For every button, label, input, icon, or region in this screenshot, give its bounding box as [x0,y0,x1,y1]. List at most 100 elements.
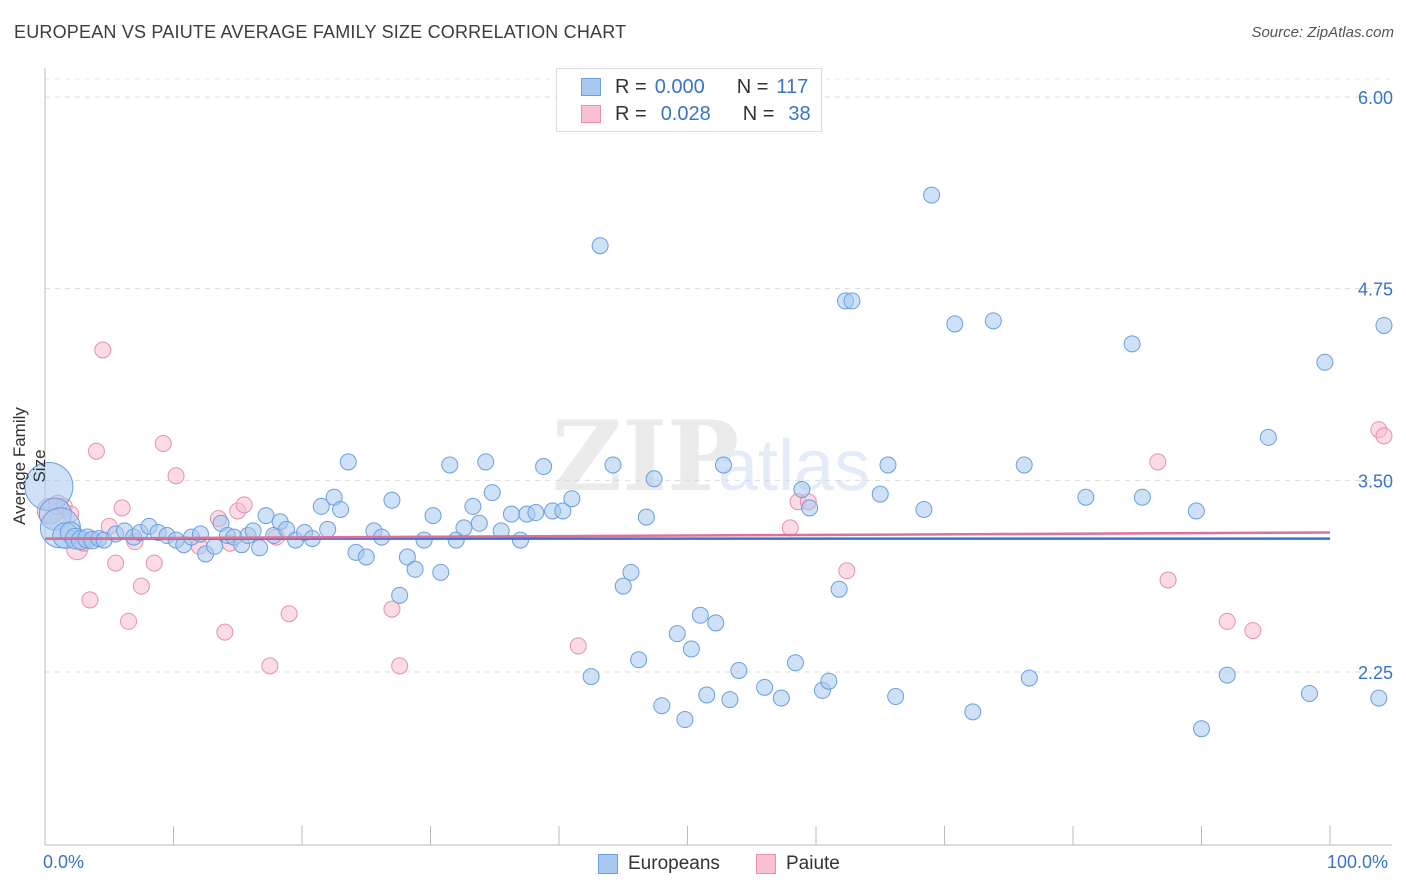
europeans-point [477,453,495,471]
europeans-point [1020,669,1038,687]
legend-r-value: 0.000 [654,75,705,98]
y-axis-label: Average Family Size [10,407,49,525]
y-tick-label: 2.25 [1358,663,1393,683]
europeans-point [820,672,838,690]
paiute-point [391,657,409,675]
paiute-point [145,554,163,572]
europeans-point [251,539,269,557]
europeans-point [801,499,819,517]
series-legend-paiute: Paiute [756,852,840,876]
europeans-point [637,508,655,526]
paiute-point [113,499,131,517]
paiute-point [81,591,99,609]
europeans-point [830,580,848,598]
europeans-point [756,678,774,696]
europeans-point [786,654,804,672]
europeans-point [698,686,716,704]
europeans-point [707,614,725,632]
watermark-atlas: atlas [718,426,870,506]
series-swatch-paiute [756,854,776,874]
europeans-point [721,691,739,709]
series-label-europeans: Europeans [628,853,720,874]
paiute-point [569,637,587,655]
x-axis-min-label: 0.0% [43,852,85,872]
europeans-point [1187,502,1205,520]
legend-swatch-paiute [581,105,601,123]
europeans-point [1218,666,1236,684]
europeans-point [563,490,581,508]
europeans-point [622,563,640,581]
europeans-point [887,688,905,706]
europeans-point [1133,488,1151,506]
paiute-point [280,605,298,623]
paiute-point [235,496,253,514]
europeans-point [682,640,700,658]
europeans-point [383,491,401,509]
europeans-point [455,519,473,537]
europeans-point [406,560,424,578]
y-tick-label: 6.00 [1358,88,1393,108]
legend-r-label: R = [615,102,647,125]
series-legend-europeans: Europeans [598,852,720,876]
europeans-point [923,186,941,204]
europeans-point [470,514,488,532]
paiute-point [94,341,112,359]
europeans-point [1316,353,1334,371]
europeans-point [319,520,337,538]
europeans-point [441,456,459,474]
legend-r-value: 0.028 [660,102,711,125]
europeans-point [714,456,732,474]
europeans-point [483,484,501,502]
legend-n-value: 117 [776,75,809,98]
paiute-point [216,623,234,641]
legend-r-label: R = [615,75,647,98]
europeans-point [1015,456,1033,474]
paiute-point [154,435,172,453]
europeans-point [391,586,409,604]
europeans-point [772,689,790,707]
europeans-point [591,237,609,255]
paiute-trend-line [44,531,1331,540]
paiute-point [1149,453,1167,471]
europeans-point [1375,316,1393,334]
europeans-point [1193,720,1210,738]
legend-n-value: 38 [788,102,811,125]
legend-n-label: N = [742,102,775,125]
europeans-point [332,500,350,518]
europeans-point [339,453,357,471]
europeans-point [1123,335,1141,353]
paiute-point [107,554,125,572]
series-label-paiute: Paiute [786,853,840,874]
chart-title: EUROPEAN VS PAIUTE AVERAGE FAMILY SIZE C… [14,22,627,42]
paiute-point [838,562,856,580]
y-tick-label: 3.50 [1358,471,1393,491]
paiute-point [781,519,799,537]
europeans-point [527,504,545,522]
europeans-point [984,312,1002,330]
x-axis-max-label: 100.0% [1327,852,1389,872]
europeans-point [879,456,897,474]
europeans-point [843,292,861,310]
europeans-point [915,500,933,518]
europeans-point [554,502,572,520]
europeans-point [357,548,375,566]
europeans-point [1259,428,1277,446]
series-swatch-europeans [598,854,618,874]
europeans-point [398,548,416,566]
trend-lines [44,531,1331,540]
legend-row-europeans: R = 0.000 N = 117 [581,75,808,99]
europeans-point [257,507,275,525]
europeans-point [653,697,671,715]
paiute-point [261,657,279,675]
europeans-point [668,625,686,643]
europeans-point [871,485,889,503]
paiute-point [132,577,150,595]
europeans-point [502,505,520,523]
correlation-legend: R = 0.000 N = 117 R = 0.028 N = 38 [556,68,822,132]
europeans-point [511,531,529,549]
europeans-point [614,577,632,595]
europeans-point [1370,689,1388,707]
paiute-point [1218,612,1236,630]
paiute-point [120,612,138,630]
